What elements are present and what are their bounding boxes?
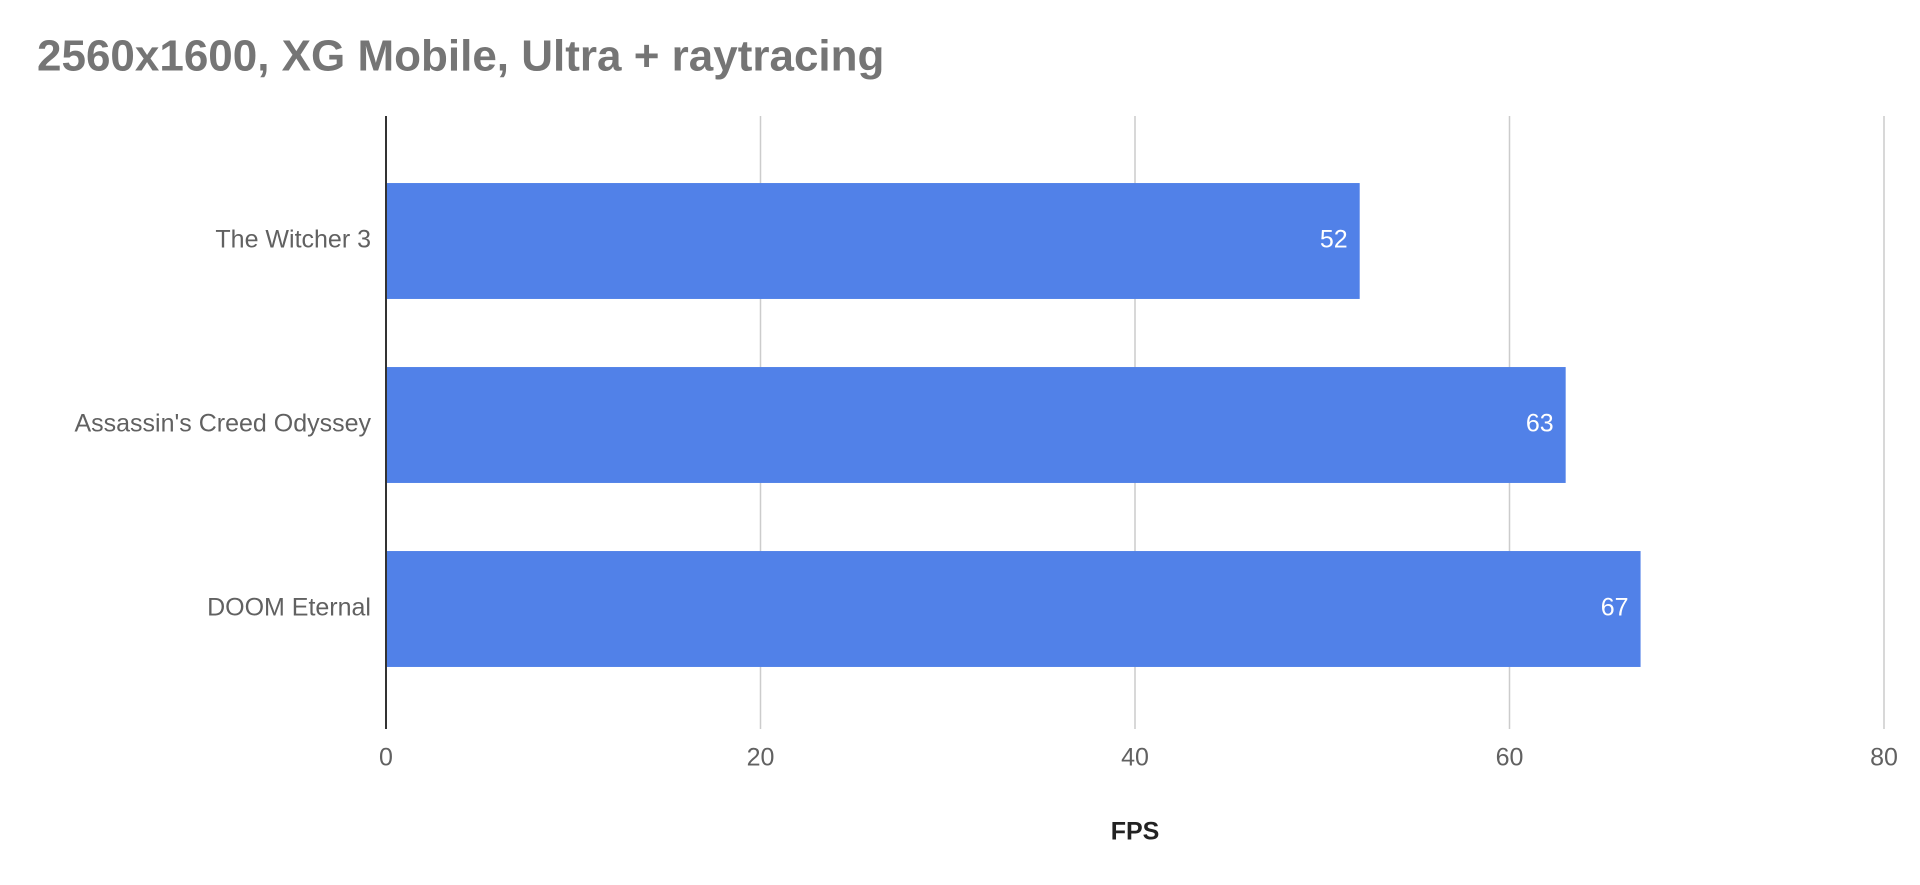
x-tick-label: 80 [1870,744,1898,772]
y-tick-label: DOOM Eternal [207,594,371,622]
value-label: 52 [1320,226,1348,254]
x-axis-label: FPS [1111,818,1160,846]
y-tick-label: Assassin's Creed Odyssey [74,410,371,438]
value-label: 67 [1601,594,1629,622]
x-tick-label: 0 [379,744,393,772]
bar [386,551,1641,667]
value-label: 63 [1526,410,1554,438]
y-tick-label: The Witcher 3 [215,226,371,254]
bar [386,183,1360,299]
x-tick-label: 60 [1496,744,1524,772]
x-tick-label: 40 [1121,744,1149,772]
x-tick-label: 20 [747,744,775,772]
chart-title: 2560x1600, XG Mobile, Ultra + raytracing [37,32,884,81]
bar [386,367,1566,483]
